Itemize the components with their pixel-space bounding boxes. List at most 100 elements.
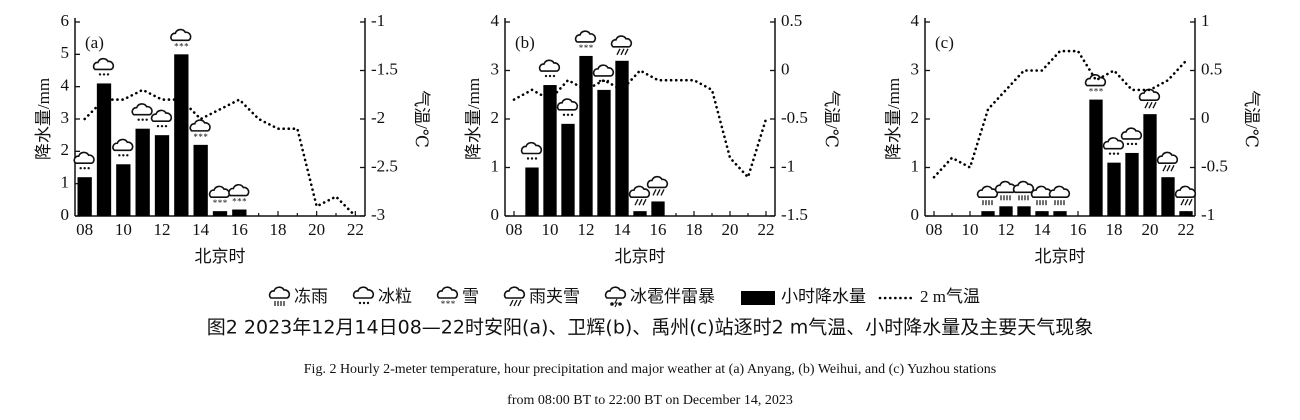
sleet	[1152, 101, 1157, 109]
cloud	[646, 175, 669, 189]
x-axis-title: 北京时	[195, 247, 246, 266]
x-tick-label: 20	[1142, 220, 1159, 239]
temperature-line	[932, 49, 1188, 179]
bar	[651, 201, 665, 216]
pellet	[1126, 142, 1130, 146]
y-axis-title: 降水量/mm	[464, 78, 483, 160]
weather-icon	[1012, 180, 1035, 201]
pellet	[83, 167, 86, 170]
pellet	[530, 157, 534, 160]
sleet	[509, 299, 514, 307]
hail	[618, 302, 622, 306]
snow: *	[184, 41, 189, 51]
x-tick-label: 16	[231, 220, 248, 239]
pellet	[1130, 142, 1134, 146]
weather-icon	[610, 35, 633, 56]
y2-tick-label: -0.5	[781, 108, 808, 127]
x-tick-label: 08	[506, 220, 523, 239]
cloud	[1012, 180, 1035, 194]
weather-icon	[131, 103, 153, 121]
pellet	[1112, 152, 1116, 155]
bar	[1125, 152, 1139, 216]
cloud	[1120, 127, 1143, 140]
snow: *	[198, 132, 203, 142]
cloud	[604, 286, 627, 299]
weather-icon	[646, 175, 669, 196]
pellet	[87, 167, 90, 170]
weather-icon	[994, 180, 1017, 201]
y2-tick-label: 1	[1201, 11, 1210, 30]
x-tick-label: 14	[1034, 220, 1052, 239]
pellet	[126, 154, 129, 157]
snow: *	[1089, 87, 1094, 97]
x-tick-label: 10	[962, 220, 979, 239]
weather-icon	[1120, 127, 1143, 146]
y-tick-label: 0	[911, 205, 920, 224]
weather-icon	[538, 59, 561, 78]
cloud	[628, 185, 651, 198]
weather-icon: * * *	[1084, 74, 1107, 97]
snow: *	[589, 43, 594, 53]
pellet	[562, 113, 566, 117]
cloud	[131, 103, 153, 116]
sleet	[1166, 164, 1171, 172]
pellet	[122, 154, 125, 157]
legend-swatch	[741, 291, 775, 305]
weather-icon	[604, 286, 627, 308]
x-tick-label: 08	[926, 220, 943, 239]
cloud	[976, 185, 999, 198]
sleet	[656, 189, 661, 196]
bar	[981, 211, 995, 216]
cloud	[1138, 88, 1161, 101]
caption-en: Fig. 2 Hourly 2-meter temperature, hour …	[304, 362, 996, 377]
weather-icon: * * *	[189, 119, 211, 142]
snow: *	[174, 41, 179, 51]
bar	[77, 177, 92, 216]
x-axis-title: 北京时	[1035, 247, 1086, 266]
cloud	[268, 286, 291, 299]
cloud	[1174, 185, 1197, 198]
y-tick-label: 4	[61, 76, 70, 95]
bar	[615, 60, 629, 216]
y-tick-label: 6	[61, 11, 70, 30]
pellet	[358, 301, 362, 305]
y-tick-label: 2	[61, 140, 70, 159]
pellet	[552, 74, 556, 78]
bar	[1143, 114, 1157, 216]
cloud	[503, 286, 526, 299]
weather-icon	[112, 138, 134, 157]
y-tick-label: 0	[491, 205, 500, 224]
bar	[154, 135, 170, 216]
cloud	[1156, 151, 1179, 164]
y-tick-label: 2	[911, 108, 920, 127]
pellet	[79, 167, 82, 170]
snow: *	[179, 41, 184, 51]
sleet	[517, 299, 522, 307]
weather-icon	[268, 286, 291, 306]
weather-icon	[1030, 185, 1053, 206]
sleet	[642, 198, 647, 206]
pellet	[160, 124, 164, 128]
cloud	[112, 138, 134, 152]
pellet	[118, 154, 121, 157]
snow: *	[237, 197, 242, 207]
bar	[1017, 206, 1031, 216]
pellet	[106, 73, 110, 76]
y2-tick-label: 0.5	[1201, 59, 1222, 78]
bar	[561, 123, 575, 216]
hail	[610, 302, 614, 306]
bolt	[614, 298, 618, 308]
y-tick-label: 4	[911, 11, 920, 30]
snow: *	[584, 43, 589, 53]
cloud	[1102, 137, 1125, 150]
y2-tick-label: 0	[781, 59, 790, 78]
pellet	[156, 124, 160, 128]
cloud	[150, 109, 173, 122]
y2-tick-label: -1	[371, 11, 385, 30]
sleet	[1180, 198, 1185, 206]
legend-label: 雪	[462, 287, 479, 306]
pellet	[1134, 142, 1138, 146]
bar	[597, 89, 611, 216]
snow: *	[203, 132, 208, 142]
